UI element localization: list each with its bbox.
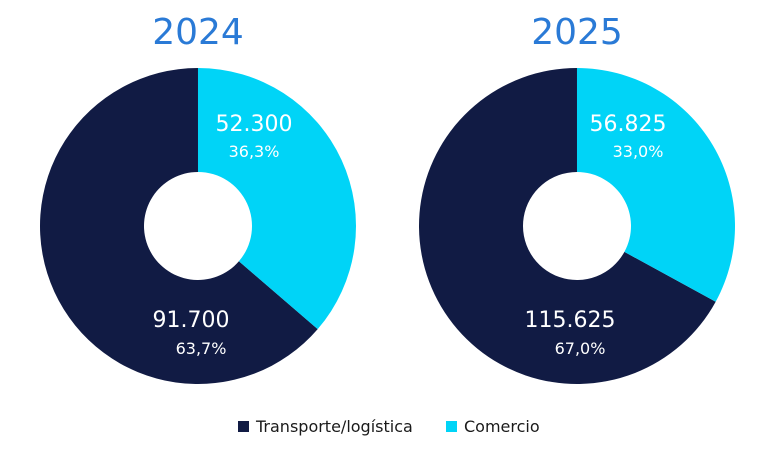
chart-title-2024: 2024 <box>152 12 244 53</box>
legend-swatch-transporte <box>238 421 249 432</box>
value-label-2024-transporte: 91.700 <box>153 308 230 333</box>
value-label-2024-comercio: 52.300 <box>216 112 293 137</box>
percent-label-2025-transporte: 67,0% <box>555 339 606 358</box>
slice-2025-comercio <box>577 68 735 302</box>
legend-swatch-comercio <box>446 421 457 432</box>
chart-2025: 2025 56.825 33,0% 115.625 67,0% <box>418 12 735 385</box>
legend-label-transporte: Transporte/logística <box>255 417 413 436</box>
percent-label-2024-transporte: 63,7% <box>176 339 227 358</box>
slice-2024-transporte <box>40 68 318 384</box>
value-label-2025-comercio: 56.825 <box>590 112 667 137</box>
slice-2025-transporte <box>418 68 716 385</box>
chart-2024: 2024 52.300 36,3% 91.700 63,7% <box>40 12 357 384</box>
value-label-2025-transporte: 115.625 <box>525 308 616 333</box>
legend-label-comercio: Comercio <box>464 417 540 436</box>
chart-title-2025: 2025 <box>531 12 623 53</box>
percent-label-2025-comercio: 33,0% <box>613 142 664 161</box>
slice-2024-comercio <box>198 68 357 330</box>
percent-label-2024-comercio: 36,3% <box>229 142 280 161</box>
legend: Transporte/logística Comercio <box>238 417 540 436</box>
